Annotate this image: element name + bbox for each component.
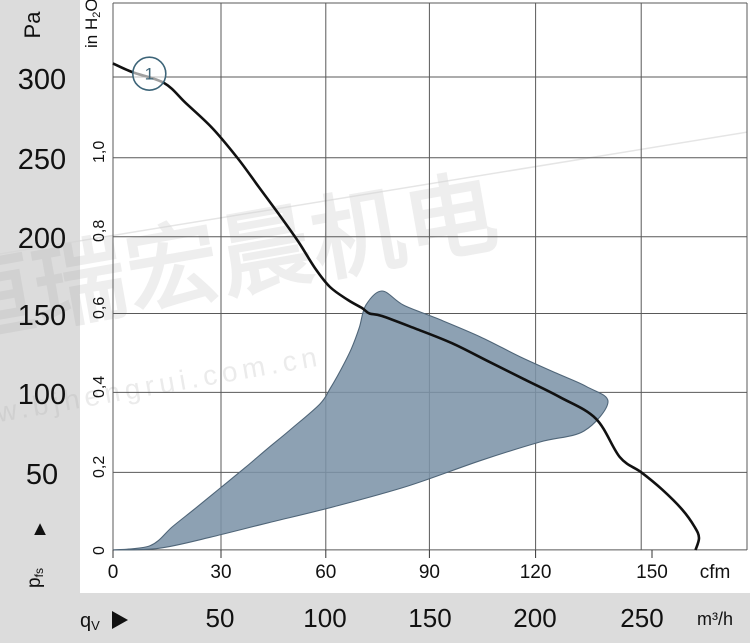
svg-text:150: 150 [18,300,66,332]
svg-text:300: 300 [18,64,66,96]
svg-text:0,4: 0,4 [91,376,108,398]
svg-text:120: 120 [520,562,552,583]
svg-text:0: 0 [91,546,108,555]
svg-text:0,6: 0,6 [91,297,108,319]
svg-text:100: 100 [18,379,66,411]
svg-text:0,2: 0,2 [91,456,108,478]
svg-text:0,8: 0,8 [91,220,108,242]
svg-text:150: 150 [408,603,451,633]
svg-text:0: 0 [108,562,119,583]
svg-text:250: 250 [620,603,663,633]
svg-text:100: 100 [303,603,346,633]
svg-text:pfs: pfs [24,568,46,588]
svg-text:60: 60 [315,562,336,583]
svg-text:▲: ▲ [30,518,50,540]
svg-text:Pa: Pa [20,11,45,39]
svg-text:250: 250 [18,144,66,176]
svg-text:1: 1 [145,65,154,84]
svg-text:30: 30 [210,562,231,583]
svg-text:qV: qV [80,610,100,633]
svg-text:90: 90 [419,562,440,583]
svg-text:m³/h: m³/h [697,609,733,629]
svg-text:200: 200 [513,603,556,633]
svg-text:1,0: 1,0 [91,141,108,163]
svg-text:200: 200 [18,223,66,255]
svg-text:in H2O: in H2O [82,0,103,48]
svg-text:cfm: cfm [700,562,731,583]
svg-text:50: 50 [26,459,58,491]
svg-text:50: 50 [206,603,235,633]
svg-text:150: 150 [636,562,668,583]
